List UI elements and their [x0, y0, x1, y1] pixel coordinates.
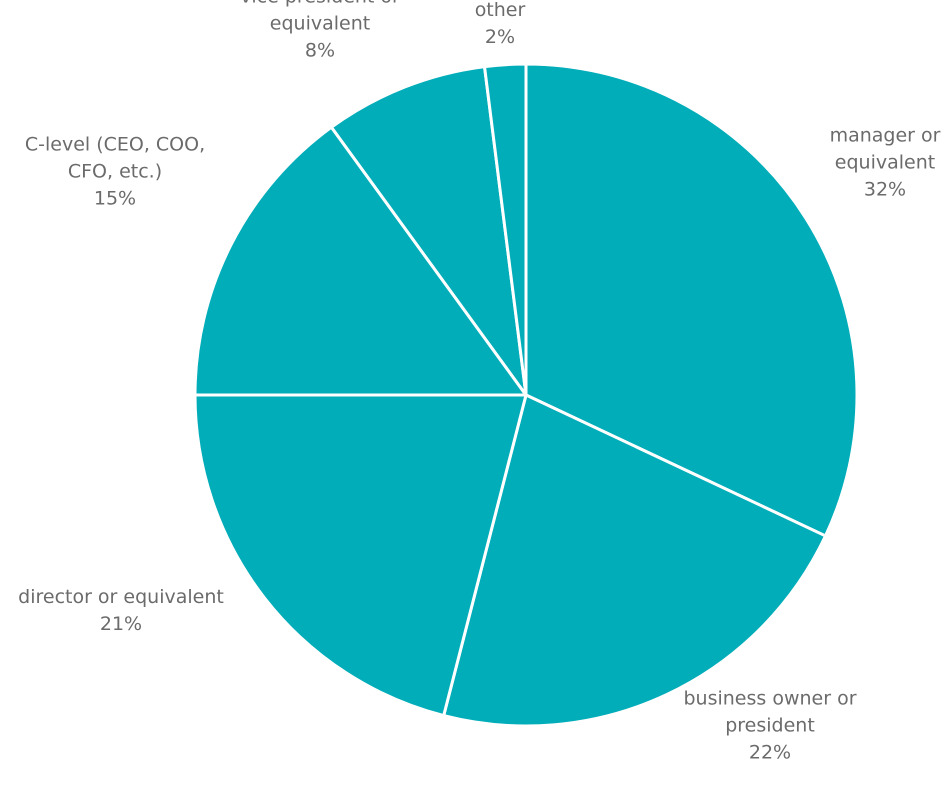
slice-value-label: 32% [864, 179, 906, 201]
slice-label-2: director or equivalent 21% [18, 586, 224, 635]
pie-slice-1 [442, 393, 827, 728]
slice-category-label: business owner or [683, 688, 856, 710]
slice-category-label: CFO, etc.) [68, 161, 162, 183]
pie-slices [193, 62, 859, 728]
slice-category-label: other [475, 0, 526, 21]
slice-category-label: director or equivalent [18, 586, 224, 608]
slice-label-4: vice president or equivalent 8% [240, 0, 400, 62]
slice-category-label: manager or [830, 125, 941, 147]
slice-category-label: C-level (CEO, COO, [25, 134, 205, 156]
pie-labels: manager or equivalent 32% business owner or… [18, 0, 940, 764]
slice-label-3: C-level (CEO, COO, CFO, etc.) 15% [25, 134, 205, 210]
slice-label-5: other 2% [475, 0, 526, 48]
slice-value-label: 21% [100, 613, 142, 635]
slice-category-label: equivalent [270, 13, 370, 35]
slice-value-label: 2% [485, 26, 515, 48]
pie-slice-2 [193, 393, 528, 718]
slice-value-label: 22% [749, 742, 791, 764]
pie-slice-0 [524, 62, 859, 538]
slice-label-0: manager or equivalent 32% [830, 125, 941, 201]
slice-category-label: president [725, 715, 815, 737]
slice-value-label: 8% [305, 40, 335, 62]
slice-label-1: business owner or president 22% [683, 688, 856, 764]
pie-slice-4 [329, 65, 528, 397]
pie-slice-5 [483, 62, 528, 397]
slice-category-label: vice president or [240, 0, 400, 8]
pie-slice-3 [193, 125, 528, 397]
slice-value-label: 15% [94, 188, 136, 210]
slice-category-label: equivalent [835, 152, 935, 174]
